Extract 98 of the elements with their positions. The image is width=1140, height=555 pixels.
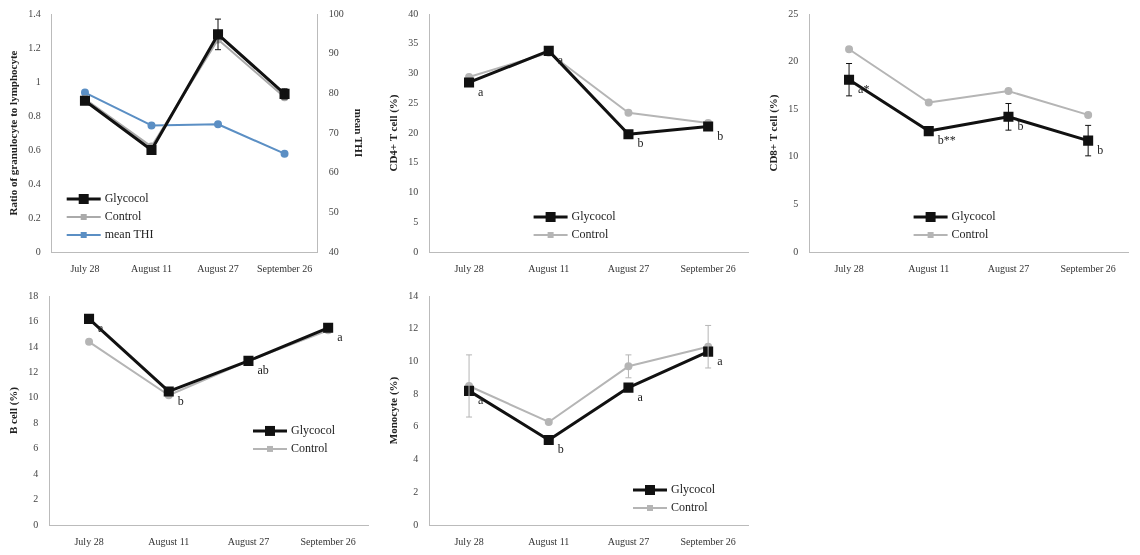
y2-tick-label: 100 (328, 7, 344, 19)
legend-label: Glycocol (291, 423, 336, 438)
legend-label: Control (951, 227, 989, 242)
y-tick-label: 0 (413, 518, 419, 530)
annotation: b (1097, 142, 1104, 157)
x-tick-label: August 27 (987, 262, 1030, 274)
annotation: a (478, 84, 485, 99)
legend-label: Control (291, 441, 329, 456)
y2-tick-label: 40 (328, 245, 339, 257)
y-tick-label: 20 (408, 126, 419, 138)
x-tick-label: July 28 (834, 262, 864, 274)
y-tick-label: 0.4 (28, 177, 41, 189)
y-tick-label: 4 (413, 453, 419, 465)
annotation: ab (257, 363, 269, 378)
x-tick-label: August 11 (528, 262, 570, 274)
y-tick-label: 14 (408, 289, 419, 301)
legend-label: Glycocol (571, 209, 617, 224)
y-tick-label: 0 (413, 245, 419, 257)
legend-label: mean THI (104, 227, 154, 242)
y-tick-label: 1.4 (28, 7, 41, 19)
x-tick-label: August 11 (528, 535, 570, 547)
y-axis-title: Ratio of granulocyte to lymphocyte (7, 50, 20, 216)
y2-tick-label: 50 (328, 205, 339, 217)
y2-tick-label: 90 (328, 47, 339, 59)
y-tick-label: 6 (413, 420, 419, 432)
y-tick-label: 0.2 (28, 211, 41, 223)
y-tick-label: 10 (408, 186, 419, 198)
x-tick-label: September 26 (680, 535, 736, 547)
y2-tick-label: 70 (328, 126, 339, 138)
annotation: b (177, 393, 184, 408)
y-tick-label: 10 (788, 150, 799, 162)
x-tick-label: August 27 (197, 262, 239, 274)
x-tick-label: August 27 (607, 535, 650, 547)
annotation: a (478, 393, 485, 408)
y-tick-label: 4 (33, 467, 39, 479)
x-tick-label: August 27 (227, 535, 270, 547)
y2-tick-label: 60 (328, 166, 339, 178)
y-tick-label: 12 (408, 322, 419, 334)
y-tick-label: 0 (35, 245, 41, 257)
annotation: b (637, 136, 644, 151)
y2-tick-label: 80 (328, 86, 339, 98)
y-tick-label: 20 (788, 55, 799, 67)
y-tick-label: 25 (408, 96, 419, 108)
annotation: b (1017, 118, 1024, 133)
y-tick-label: 2 (33, 493, 39, 505)
x-tick-label: July 28 (70, 262, 100, 274)
legend-label: Glycocol (104, 191, 150, 206)
annotation: a (637, 389, 644, 404)
y-tick-label: 12 (28, 365, 39, 377)
y-axis-title: B cell (%) (7, 386, 21, 435)
x-tick-label: September 26 (680, 262, 736, 274)
legend-label: Control (571, 227, 609, 242)
annotation: b (717, 128, 724, 143)
annotation: a (717, 353, 724, 368)
y-tick-label: 6 (33, 442, 39, 454)
y-tick-label: 30 (408, 67, 419, 79)
x-tick-label: August 11 (908, 262, 950, 274)
legend-label: Glycocol (951, 209, 997, 224)
y-tick-label: 5 (413, 215, 419, 227)
x-tick-label: August 11 (148, 535, 190, 547)
annotation: a (337, 329, 344, 344)
y-tick-label: 16 (28, 315, 39, 327)
y-tick-label: 18 (28, 289, 39, 301)
x-tick-label: August 27 (607, 262, 650, 274)
legend-label: Control (104, 209, 143, 224)
legend-label: Control (671, 500, 709, 515)
y-axis-title: Monocyte (%) (387, 376, 401, 445)
y-tick-label: 15 (788, 102, 799, 114)
x-tick-label: July 28 (74, 535, 104, 547)
y-tick-label: 10 (28, 391, 39, 403)
y-tick-label: 0 (793, 245, 799, 257)
y-tick-label: 1.2 (28, 41, 41, 53)
y-tick-label: 0.8 (28, 109, 41, 121)
y-tick-label: 1 (35, 75, 41, 87)
annotation: b (557, 442, 564, 457)
x-tick-label: July 28 (454, 262, 484, 274)
y-tick-label: 8 (33, 416, 39, 428)
x-tick-label: September 26 (300, 535, 356, 547)
x-tick-label: September 26 (1060, 262, 1116, 274)
y2-axis-title: mean THI (352, 108, 365, 158)
y-tick-label: 14 (28, 340, 39, 352)
annotation: b** (937, 133, 956, 148)
y-tick-label: 35 (408, 37, 419, 49)
x-tick-label: August 11 (130, 262, 172, 274)
y-axis-title: CD4+ T cell (%) (387, 94, 401, 172)
y-tick-label: 0.6 (28, 143, 41, 155)
y-tick-label: 40 (408, 7, 419, 19)
y-tick-label: 8 (413, 387, 419, 399)
y-tick-label: 25 (788, 7, 799, 19)
y-tick-label: 10 (408, 355, 419, 367)
y-tick-label: 5 (793, 198, 799, 210)
y-tick-label: 0 (33, 518, 39, 530)
x-tick-label: September 26 (256, 262, 313, 274)
legend-label: Glycocol (671, 482, 716, 497)
y-tick-label: 2 (413, 485, 419, 497)
x-tick-label: July 28 (454, 535, 484, 547)
y-tick-label: 15 (408, 156, 419, 168)
y-axis-title: CD8+ T cell (%) (767, 94, 781, 172)
